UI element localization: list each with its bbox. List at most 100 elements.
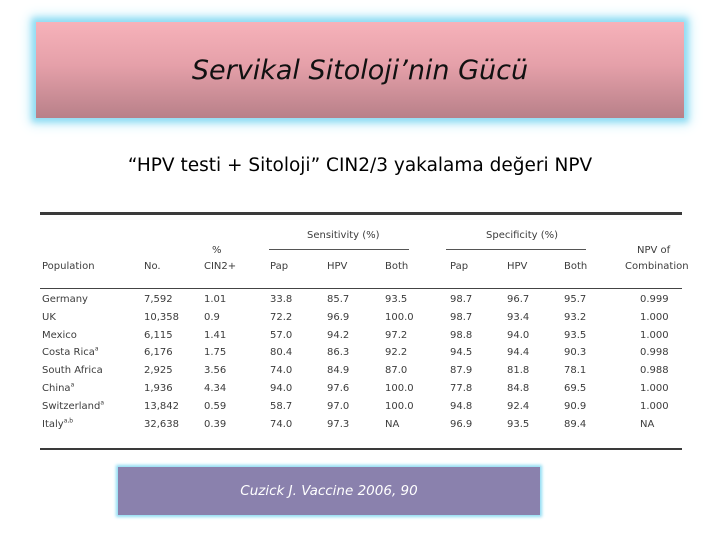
cell-population: Germany (42, 293, 88, 307)
slide-subtitle: “HPV testi + Sitoloji” CIN2/3 yakalama d… (127, 155, 593, 176)
cell-sens-both: 100.0 (385, 311, 414, 323)
population-name: China (42, 383, 71, 394)
header-sens-both: Both (385, 261, 409, 272)
table-row: Chinaa 1,936 4.34 94.0 97.6 100.0 77.8 84.8 69.5… (40, 382, 682, 396)
cell-sens-hpv: 94.2 (327, 329, 350, 341)
cell-sens-both: 100.0 (385, 400, 414, 412)
cell-population: Switzerlanda (42, 400, 104, 414)
cell-sens-both: 93.5 (385, 294, 408, 305)
cell-population: UK (42, 311, 56, 325)
cell-sens-hpv: 97.3 (327, 418, 350, 430)
header-npv-1: NPV of (637, 245, 671, 256)
cell-no: 6,115 (144, 329, 173, 341)
cell-spec-hpv: 93.4 (507, 311, 530, 323)
cell-npv: NA (640, 418, 655, 430)
header-spec-pap: Pap (450, 261, 469, 272)
cell-spec-hpv: 84.8 (507, 383, 530, 394)
population-name: Switzerland (42, 400, 101, 412)
cell-spec-pap: 94.5 (450, 347, 473, 359)
cell-population: Mexico (42, 329, 77, 343)
cell-spec-pap: 94.8 (450, 400, 473, 412)
table-row: Costa Ricaa 6,176 1.75 80.4 86.3 92.2 94.5 94.4… (40, 346, 682, 360)
cell-sens-both: 87.0 (385, 365, 408, 377)
cell-sens-pap: 57.0 (270, 329, 293, 341)
cell-spec-both: 78.1 (564, 365, 587, 377)
header-population: Population (42, 261, 95, 272)
table-row: Mexico 6,115 1.41 57.0 94.2 97.2 98.8 94.0 93.5 1… (40, 329, 682, 343)
cell-no: 6,176 (144, 347, 173, 359)
cell-spec-both: 93.2 (564, 311, 587, 323)
specificity-group-header: Specificity (%) (486, 230, 559, 241)
population-footnote: a (70, 381, 75, 389)
cell-cin: 1.01 (204, 294, 227, 305)
header-no: No. (144, 261, 161, 272)
cell-no: 10,358 (144, 311, 179, 323)
cell-no: 7,592 (144, 294, 173, 305)
cell-cin: 3.56 (204, 365, 227, 377)
cell-spec-pap: 98.8 (450, 329, 473, 341)
table-row: Switzerlanda 13,842 0.59 58.7 97.0 100.0 94.8 9… (40, 400, 682, 414)
cell-sens-both: NA (385, 418, 400, 430)
table-top-rule (40, 212, 682, 215)
header-cin-pct: % (212, 245, 222, 256)
sensitivity-group-header: Sensitivity (%) (307, 230, 380, 241)
cell-spec-hpv: 93.5 (507, 418, 530, 430)
cell-spec-hpv: 94.4 (507, 347, 530, 359)
cell-sens-hpv: 97.0 (327, 400, 350, 412)
cell-sens-hpv: 96.9 (327, 311, 350, 323)
population-name: Italy (42, 418, 64, 430)
cell-cin: 1.41 (204, 329, 227, 341)
table-row: Germany 7,592 1.01 33.8 85.7 93.5 98.7 96.7 95.7… (40, 293, 682, 307)
population-name: South Africa (42, 365, 103, 377)
title-banner: Servikal Sitoloji’nin Gücü (36, 22, 684, 118)
cell-population: Costa Ricaa (42, 346, 99, 360)
cell-npv: 1.000 (640, 400, 669, 412)
header-sens-hpv: HPV (327, 261, 348, 272)
cell-cin: 0.39 (204, 418, 227, 430)
sensitivity-group-rule (269, 249, 409, 250)
cell-spec-hpv: 81.8 (507, 365, 530, 377)
table-header-rule (40, 288, 682, 289)
cell-cin: 4.34 (204, 383, 227, 394)
cell-npv: 1.000 (640, 311, 669, 323)
cell-spec-both: 95.7 (564, 294, 587, 305)
results-table: Sensitivity (%) Specificity (%) % NPV of… (40, 212, 689, 452)
cell-sens-hpv: 85.7 (327, 294, 350, 305)
cell-npv: 0.998 (640, 347, 669, 359)
header-npv-2: Combination (625, 261, 689, 272)
cell-sens-both: 100.0 (385, 383, 414, 394)
cell-spec-pap: 87.9 (450, 365, 473, 377)
cell-no: 13,842 (144, 400, 179, 412)
cell-npv: 0.999 (640, 294, 669, 305)
cell-sens-pap: 33.8 (270, 294, 293, 305)
cell-population: Italya,b (42, 418, 73, 432)
header-spec-hpv: HPV (507, 261, 528, 272)
cell-sens-both: 92.2 (385, 347, 408, 359)
header-cin: CIN2+ (204, 261, 237, 272)
cell-spec-both: 90.3 (564, 347, 587, 359)
specificity-group-rule (446, 249, 586, 250)
table-row: UK 10,358 0.9 72.2 96.9 100.0 98.7 93.4 93.2 1.00… (40, 311, 682, 325)
population-name: Mexico (42, 329, 77, 341)
header-spec-both: Both (564, 261, 588, 272)
cell-spec-both: 90.9 (564, 400, 587, 412)
cell-sens-pap: 74.0 (270, 365, 293, 377)
cell-spec-both: 89.4 (564, 418, 587, 430)
population-name: UK (42, 311, 56, 323)
cell-sens-hpv: 84.9 (327, 365, 350, 377)
table-row: Italya,b 32,638 0.39 74.0 97.3 NA 96.9 93.5 89.4… (40, 418, 682, 432)
cell-spec-both: 69.5 (564, 383, 587, 394)
cell-npv: 0.988 (640, 365, 669, 377)
cell-spec-hpv: 96.7 (507, 294, 530, 305)
slide-title: Servikal Sitoloji’nin Gücü (191, 54, 529, 86)
citation-text: Cuzick J. Vaccine 2006, 90 (240, 483, 418, 499)
cell-population: South Africa (42, 364, 103, 378)
cell-no: 2,925 (144, 365, 173, 377)
cell-spec-pap: 77.8 (450, 383, 473, 394)
cell-sens-pap: 94.0 (270, 383, 293, 394)
cell-sens-pap: 58.7 (270, 400, 293, 412)
cell-spec-hpv: 92.4 (507, 400, 530, 412)
cell-spec-pap: 98.7 (450, 294, 473, 305)
cell-no: 32,638 (144, 418, 179, 430)
cell-spec-both: 93.5 (564, 329, 587, 341)
